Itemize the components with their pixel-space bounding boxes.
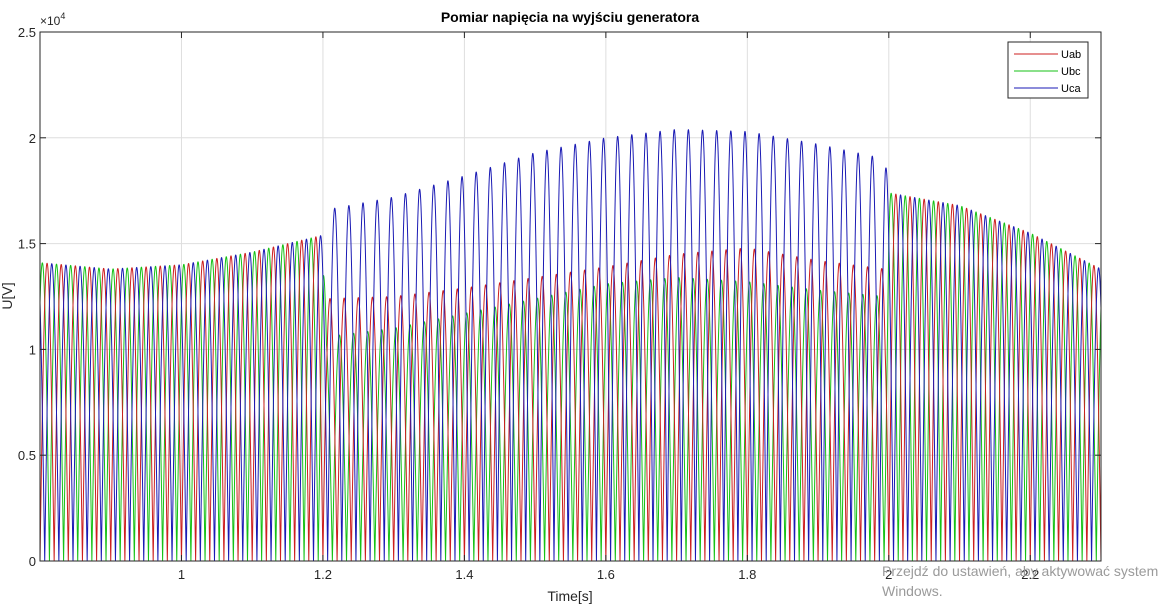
- x-tick-label: 1.6: [597, 567, 615, 582]
- legend-label-ubc: Ubc: [1061, 66, 1081, 78]
- y-axis-label: U[V]: [0, 282, 15, 309]
- ticks: 1 1.2 1.4 1.6 1.8 2 2.2 0 0.5 1 1.5 2 2.5: [18, 25, 1101, 582]
- x-tick-label: 1: [178, 567, 185, 582]
- x-tick-label: 1.4: [455, 567, 473, 582]
- series-layer: [39, 129, 1102, 562]
- chart-title: Pomiar napięcia na wyjściu generatora: [441, 9, 700, 25]
- x-axis-label: Time[s]: [547, 588, 592, 604]
- axes-box: [39, 31, 1102, 562]
- legend-box: [1007, 41, 1089, 99]
- x-tick-label: 1.2: [314, 567, 332, 582]
- y-exponent-base: ×10: [40, 14, 61, 28]
- y-tick-label: 2.5: [18, 25, 36, 40]
- legend-label-uab: Uab: [1061, 49, 1081, 61]
- x-tick-label: 1.8: [738, 567, 756, 582]
- y-axis-exponent: ×104: [40, 11, 65, 28]
- series-line-uab: [39, 193, 1102, 562]
- y-tick-label: 1.5: [18, 237, 36, 252]
- legend-label-uca: Uca: [1061, 83, 1081, 95]
- y-tick-label: 0: [29, 554, 36, 569]
- x-tick-label: 2: [885, 567, 892, 582]
- y-tick-label: 2: [29, 131, 36, 146]
- y-exponent-power: 4: [60, 11, 65, 21]
- y-tick-label: 0.5: [18, 448, 36, 463]
- legend: Uab Ubc Uca: [1007, 41, 1089, 99]
- y-tick-label: 1: [29, 342, 36, 357]
- series-line-uca: [39, 129, 1102, 562]
- x-tick-label: 2.2: [1021, 567, 1039, 582]
